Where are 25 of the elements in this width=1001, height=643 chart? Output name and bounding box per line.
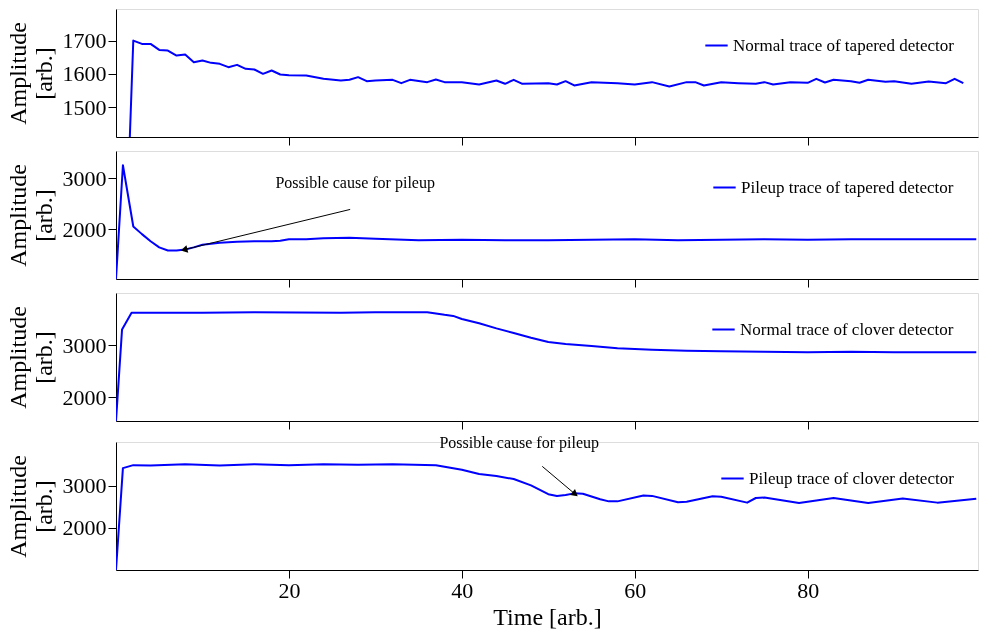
legend-label: Normal trace of tapered detector [733, 35, 955, 55]
x-tick-label: 60 [624, 577, 647, 603]
x-tick-label: 40 [451, 577, 474, 603]
y-axis-title: Amplitude [arb.] [4, 306, 57, 409]
y-axis-title: Amplitude [arb.] [4, 164, 57, 267]
y-tick-label: 1500 [62, 94, 107, 120]
x-tick-label: 80 [797, 577, 820, 603]
y-tick-label: 3000 [62, 332, 107, 358]
y-axis-title: Amplitude [arb.] [4, 22, 57, 125]
legend-label: Normal trace of clover detector [740, 319, 954, 339]
y-tick-label: 3000 [62, 165, 107, 191]
line-series [128, 39, 965, 137]
y-tick-label: 2000 [62, 216, 107, 242]
y-axis-title: Amplitude [arb.] [4, 455, 57, 558]
y-tick-label: 3000 [62, 473, 107, 499]
y-tick-label: 2000 [62, 384, 107, 410]
x-tick-label: 20 [278, 577, 301, 603]
legend-label: Pileup trace of clover detector [749, 468, 955, 488]
annotation: Possible cause for pileup [275, 174, 435, 193]
y-tick-label: 1700 [62, 28, 107, 54]
y-tick-label: 1600 [62, 61, 107, 87]
legend-label: Pileup trace of tapered detector [741, 177, 954, 197]
annotation: Possible cause for pileup [439, 434, 599, 453]
y-tick-label: 2000 [62, 515, 107, 541]
x-axis-title: Time [arb.] [493, 603, 602, 630]
